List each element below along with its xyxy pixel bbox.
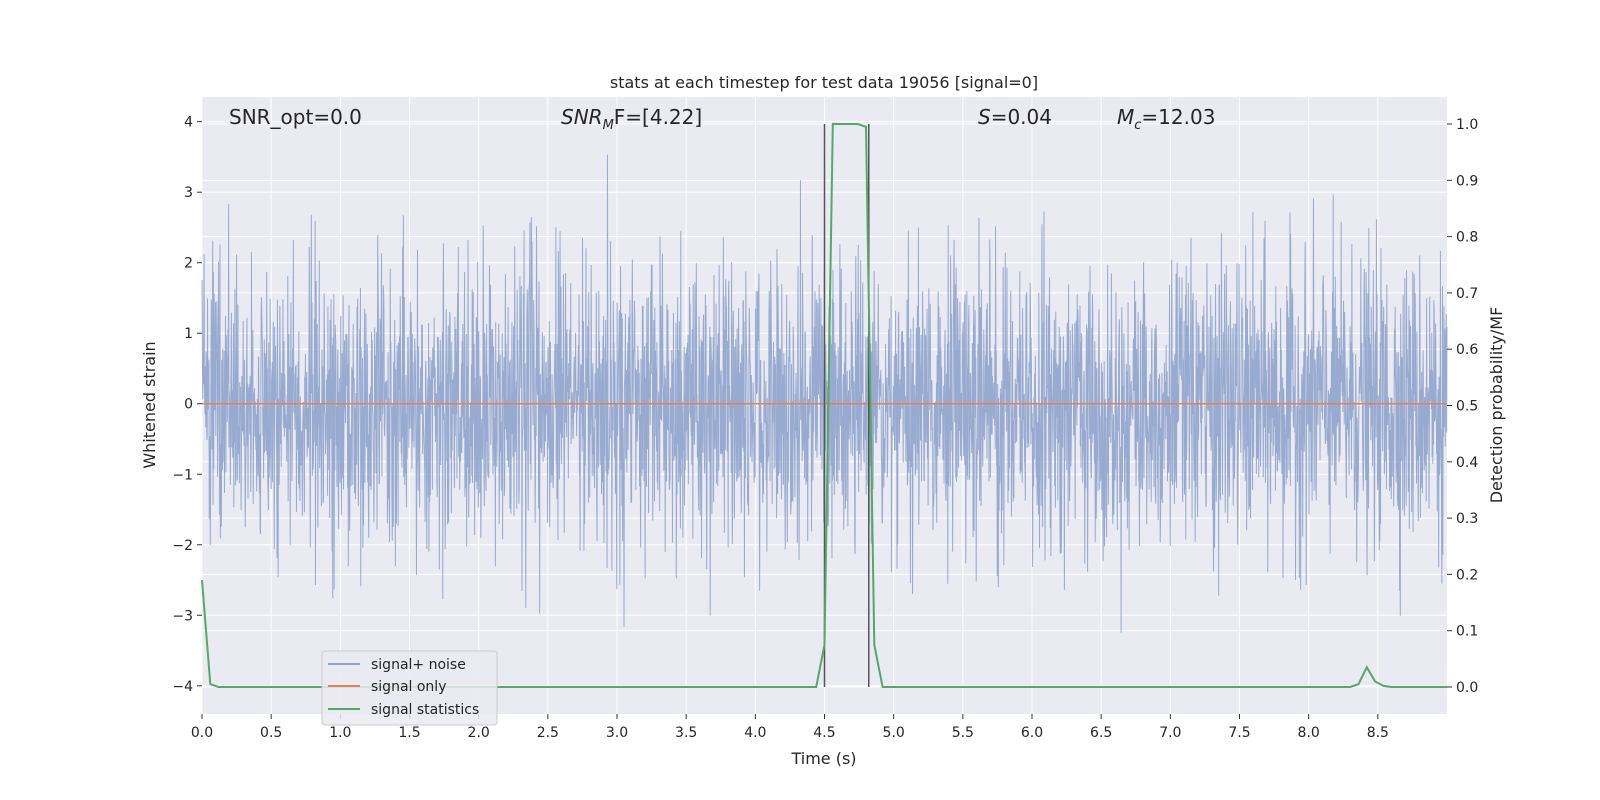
legend: signal+ noise signal only signal statist… [321, 650, 498, 726]
y-left-tick-label: −2 [172, 538, 193, 554]
y-left-axis-ticks: −4 −3 −2 −1 0 1 2 3 4 [172, 115, 202, 695]
x-tick-label: 4.0 [744, 725, 766, 741]
legend-label-signal-only: signal only [371, 679, 446, 695]
y-left-tick-label: −3 [172, 608, 193, 624]
x-tick-label: 2.0 [468, 725, 490, 741]
x-tick-label: 5.0 [883, 725, 905, 741]
y-right-axis-label: Detection probability/MF [1487, 307, 1506, 504]
x-axis-label: Time (s) [790, 749, 856, 768]
x-tick-label: 8.0 [1298, 725, 1320, 741]
y-right-tick-label: 0.7 [1456, 286, 1478, 302]
y-right-tick-label: 0.3 [1456, 511, 1478, 527]
y-right-tick-label: 0.5 [1456, 399, 1478, 415]
y-left-axis-label: Whitened strain [140, 341, 159, 468]
y-left-tick-label: 1 [184, 326, 193, 342]
x-tick-label: 1.5 [398, 725, 420, 741]
annotation-snr-mf: SNRMF=[4.22] [561, 105, 702, 133]
y-right-tick-label: 0.1 [1456, 624, 1478, 640]
x-tick-label: 5.5 [952, 725, 974, 741]
x-tick-label: 1.0 [329, 725, 351, 741]
y-left-tick-label: 2 [184, 256, 193, 272]
y-right-tick-label: 0.8 [1456, 230, 1478, 246]
x-tick-label: 8.5 [1367, 725, 1389, 741]
y-right-axis-ticks: 0.0 0.1 0.2 0.3 0.4 0.5 0.6 0.7 0.8 0.9 1.0 [1447, 117, 1478, 696]
legend-label-statistics: signal statistics [371, 702, 479, 718]
x-tick-label: 3.5 [675, 725, 697, 741]
x-tick-label: 0.0 [191, 725, 213, 741]
y-right-tick-label: 1.0 [1456, 117, 1478, 133]
x-tick-label: 3.0 [606, 725, 628, 741]
chart-title: stats at each timestep for test data 190… [610, 73, 1038, 92]
y-left-tick-label: 4 [184, 115, 193, 131]
x-tick-label: 4.5 [813, 725, 835, 741]
x-axis-ticks: 0.0 0.5 1.0 1.5 2.0 2.5 3.0 3.5 4.0 4.5 5.0 5.5 6.0 6… [191, 714, 1389, 741]
x-tick-label: 7.5 [1228, 725, 1250, 741]
y-right-tick-label: 0.2 [1456, 567, 1478, 583]
y-left-tick-label: 0 [184, 397, 193, 413]
y-left-tick-label: −1 [172, 467, 193, 483]
x-tick-label: 6.5 [1090, 725, 1112, 741]
x-tick-label: 6.0 [1021, 725, 1043, 741]
annotation-snr-opt: SNR_opt=0.0 [229, 105, 362, 129]
y-right-tick-label: 0.0 [1456, 680, 1478, 696]
y-left-tick-label: 3 [184, 185, 193, 201]
x-tick-label: 0.5 [260, 725, 282, 741]
annotation-s: S=0.04 [978, 105, 1052, 129]
legend-label-noise: signal+ noise [371, 657, 466, 673]
x-tick-label: 7.0 [1159, 725, 1181, 741]
y-right-tick-label: 0.9 [1456, 173, 1478, 189]
legend-box [321, 650, 498, 726]
y-left-tick-label: −4 [172, 679, 193, 695]
y-right-tick-label: 0.4 [1456, 455, 1478, 471]
annotation-mc: Mc=12.03 [1117, 105, 1215, 133]
x-tick-label: 2.5 [537, 725, 559, 741]
y-right-tick-label: 0.6 [1456, 342, 1478, 358]
